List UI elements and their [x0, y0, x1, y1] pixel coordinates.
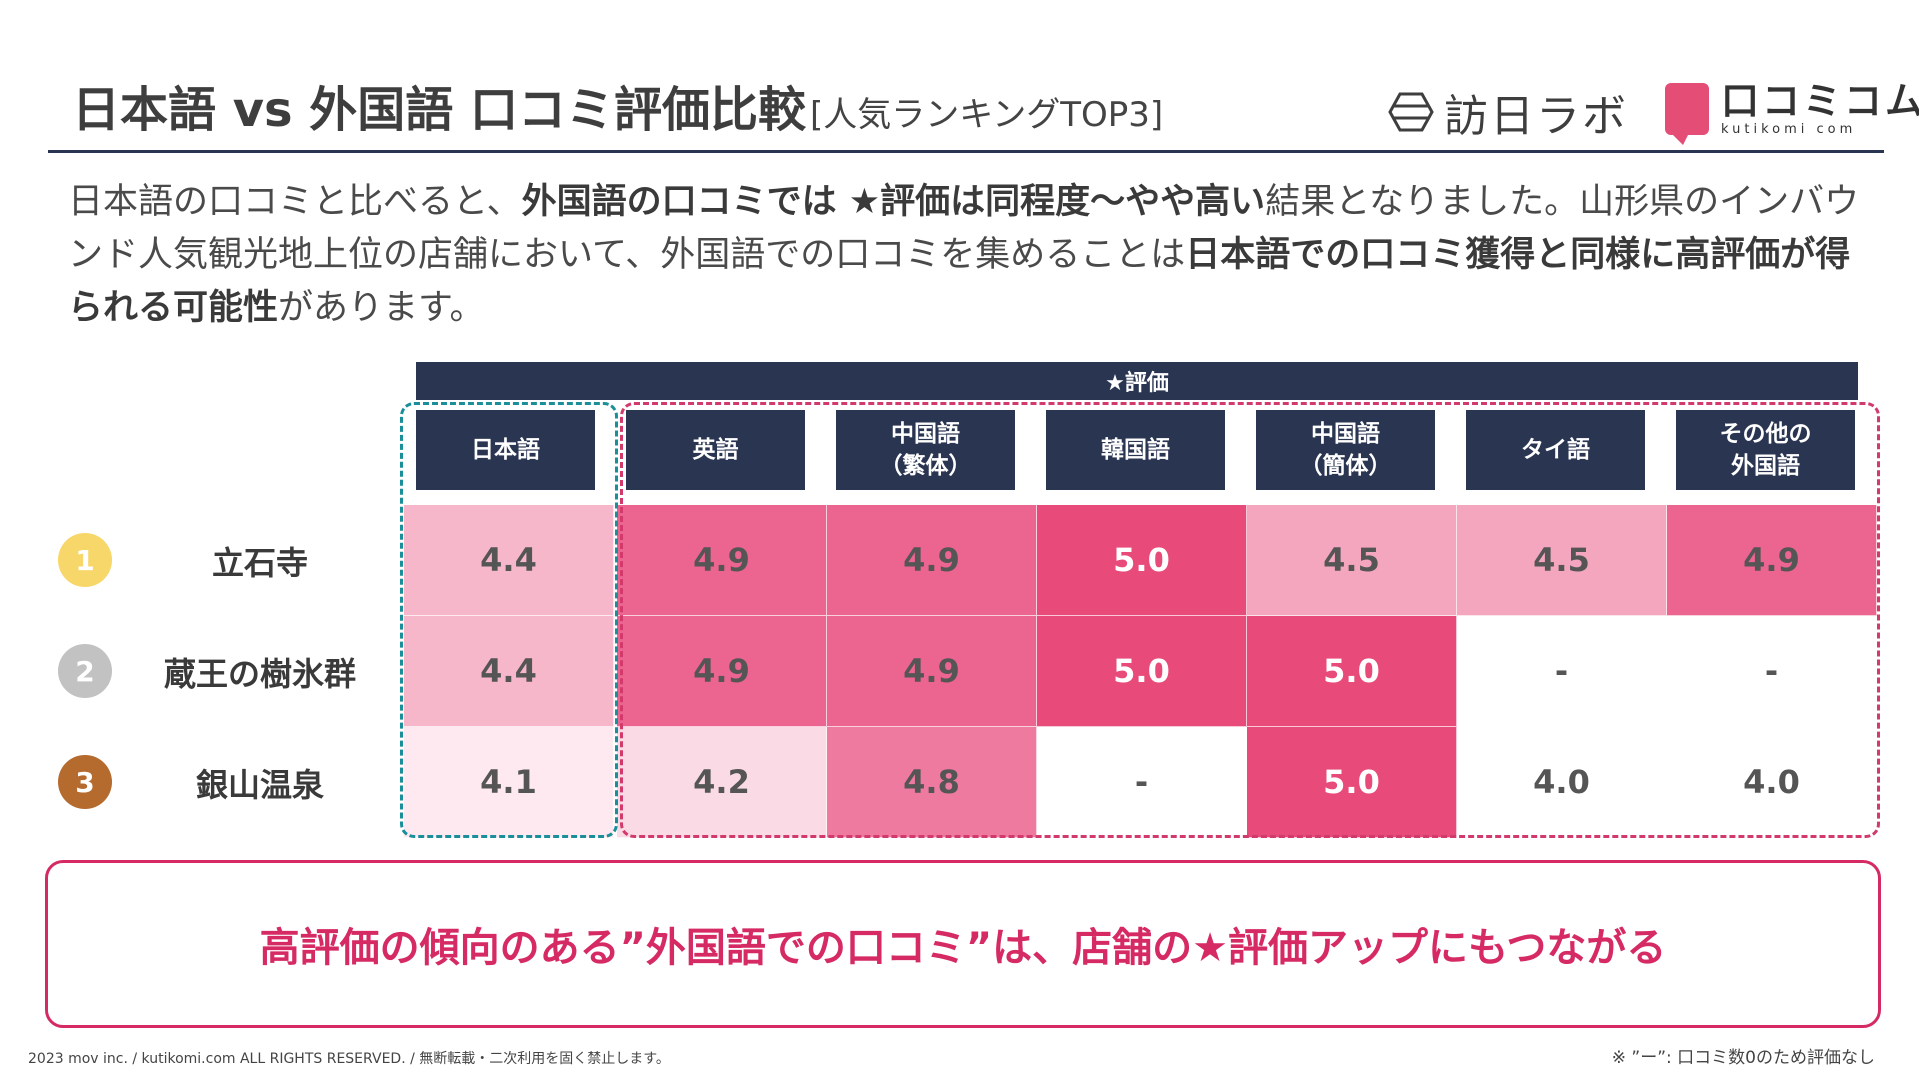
desc-text-3: があります。 [278, 288, 485, 328]
title-subtitle: [人気ランキングTOP3] [810, 95, 1164, 135]
desc-text-1: 日本語の口コミと比べると、 [68, 182, 522, 222]
kutikomi-logo: 口コミコム kutikomi com [1665, 79, 1919, 145]
rating-cell: - [1037, 727, 1247, 838]
hounichi-logo-text: 訪日ラボ [1444, 91, 1628, 142]
rating-cell: 4.5 [1457, 505, 1667, 616]
description: 日本語の口コミと比べると、外国語の口コミでは ★評価は同程度〜やや高い結果となり… [68, 176, 1868, 335]
rating-cell: - [1457, 616, 1667, 727]
rating-cell: 4.0 [1667, 727, 1877, 838]
kutikomi-logo-jp: 口コミコム [1721, 79, 1919, 123]
rating-cell: 4.9 [617, 505, 827, 616]
rating-cell: 5.0 [1247, 727, 1457, 838]
hexagon-icon [1388, 92, 1434, 132]
rating-cell: 5.0 [1037, 616, 1247, 727]
column-header: 日本語 [416, 410, 595, 490]
rating-cell: - [1667, 616, 1877, 727]
column-header-line1: 日本語 [471, 437, 540, 463]
desc-text-2: 結果となりました。山形県のインバウンド人気観光地上位の店舗において、外国語での口… [68, 182, 1860, 275]
title-main: 日本語 vs 外国語 口コミ評価比較 [72, 82, 806, 138]
column-header: タイ語 [1466, 410, 1645, 490]
hounichi-lab-logo: 訪日ラボ [1388, 80, 1628, 144]
rating-cell: 4.4 [404, 505, 614, 616]
rating-cell: 4.9 [617, 616, 827, 727]
conclusion-callout: 高評価の傾向のある”外国語での口コミ”は、店舗の★評価アップにもつながる [45, 860, 1881, 1028]
column-header-line1: 中国語 [891, 421, 960, 447]
rating-cell: 4.5 [1247, 505, 1457, 616]
rank-badge: 1 [58, 533, 112, 587]
rating-group-header: ★評価 [416, 362, 1858, 400]
rank-badge: 2 [58, 644, 112, 698]
column-header-line1: タイ語 [1521, 437, 1590, 463]
foreign-highlight-frame [620, 402, 1880, 838]
column-header: 中国語 （簡体） [1256, 410, 1435, 490]
rating-cell: 4.0 [1457, 727, 1667, 838]
place-name: 蔵王の樹氷群 [163, 654, 356, 693]
column-header: その他の 外国語 [1676, 410, 1855, 490]
rating-cell: 4.9 [1667, 505, 1877, 616]
rating-cell: 4.2 [617, 727, 827, 838]
copyright: 2023 mov inc. / kutikomi.com ALL RIGHTS … [28, 1051, 670, 1067]
rating-cell: 4.8 [827, 727, 1037, 838]
rating-cell: 5.0 [1247, 616, 1457, 727]
title-divider [48, 150, 1884, 153]
column-header-line1: 中国語 [1311, 421, 1380, 447]
desc-bold-1: 外国語の口コミでは ★評価は同程度〜やや高い [521, 182, 1266, 222]
column-header: 中国語 （繁体） [836, 410, 1015, 490]
place-name: 銀山温泉 [195, 765, 324, 804]
kutikomi-logo-en: kutikomi com [1721, 122, 1857, 137]
column-header-line2: （簡体） [1299, 453, 1392, 479]
column-header-line2: （繁体） [879, 453, 972, 479]
rating-cell: 5.0 [1037, 505, 1247, 616]
rating-cell: 4.9 [827, 616, 1037, 727]
place-name: 立石寺 [211, 543, 308, 582]
japanese-highlight-frame [400, 402, 618, 838]
column-header-line1: 英語 [692, 437, 739, 463]
column-header-line1: その他の [1719, 421, 1812, 447]
desc-bold-2: 日本語での口コミ獲得と同様に高評価が得られる可能性 [68, 235, 1851, 328]
rating-cell: 4.9 [827, 505, 1037, 616]
rating-cell: 4.4 [404, 616, 614, 727]
page-title: 日本語 vs 外国語 口コミ評価比較 [人気ランキングTOP3] [72, 70, 1163, 140]
footnote: ※ ”ー”: 口コミ数0のため評価なし [1611, 1048, 1875, 1068]
column-header-line2: 外国語 [1731, 453, 1800, 479]
speech-bubble-icon [1665, 82, 1709, 145]
column-header: 韓国語 [1046, 410, 1225, 490]
rank-badge: 3 [58, 755, 112, 809]
column-header-line1: 韓国語 [1101, 437, 1170, 463]
column-header: 英語 [626, 410, 805, 490]
